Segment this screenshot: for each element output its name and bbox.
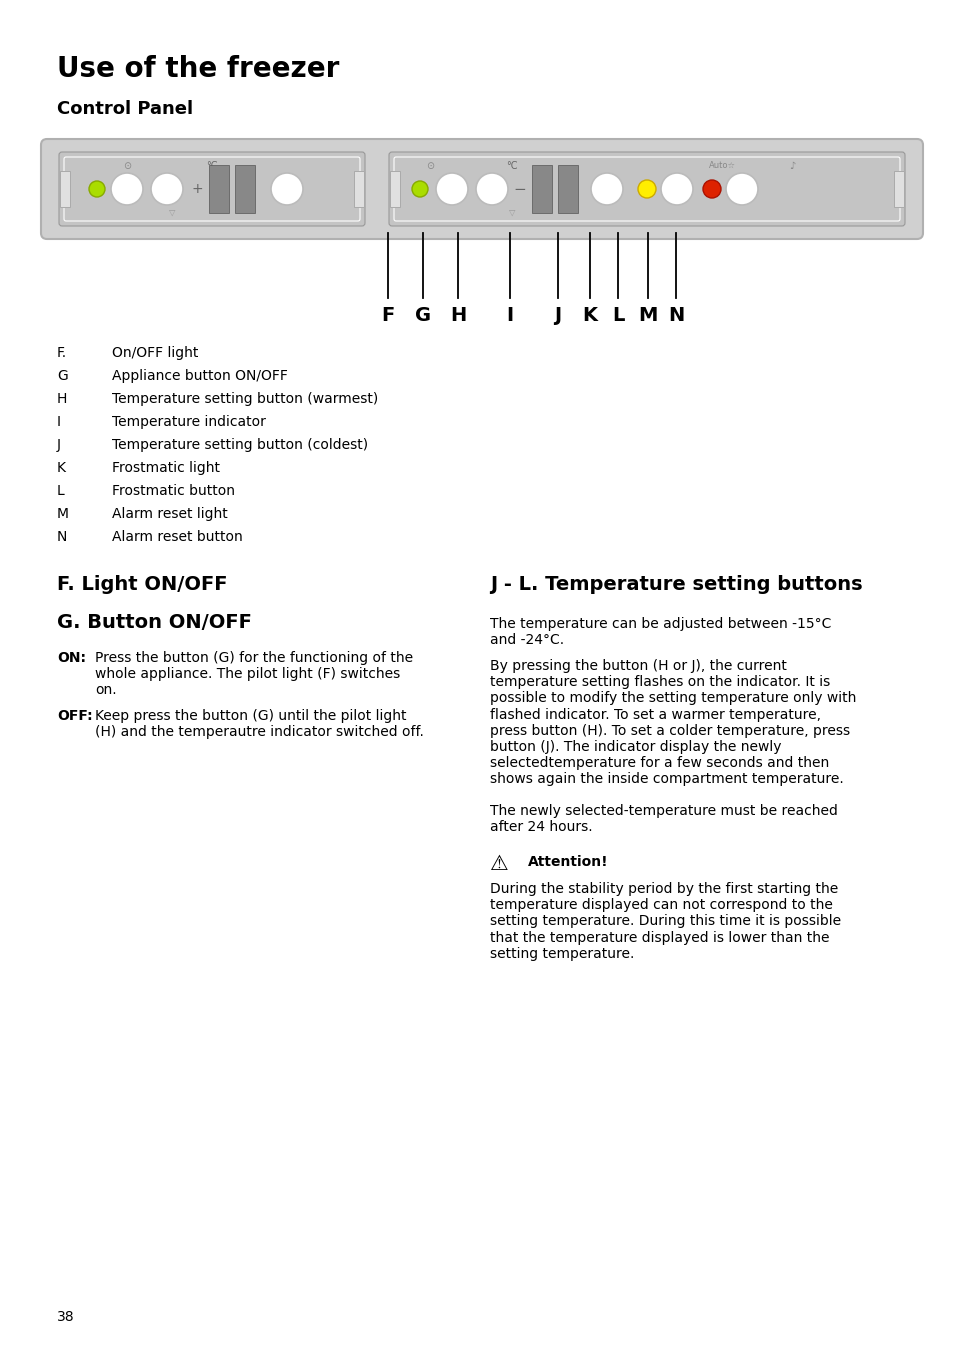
Bar (558, 165, 578, 213)
Text: ON:: ON: (57, 651, 86, 665)
Circle shape (590, 173, 622, 205)
Text: F. Light ON/OFF: F. Light ON/OFF (57, 576, 227, 594)
Circle shape (111, 173, 143, 205)
Text: ⊙: ⊙ (425, 161, 434, 172)
Text: I: I (506, 305, 513, 326)
Bar (60, 172, 70, 207)
Bar (390, 172, 399, 207)
Text: +: + (191, 182, 203, 196)
Text: 38: 38 (57, 1310, 74, 1324)
Circle shape (476, 173, 507, 205)
Text: ⚠: ⚠ (490, 854, 508, 874)
Text: °C: °C (506, 161, 517, 172)
Text: F: F (381, 305, 395, 326)
Text: G: G (415, 305, 431, 326)
Text: Alarm reset light: Alarm reset light (112, 507, 228, 521)
Circle shape (660, 173, 692, 205)
Text: I: I (57, 415, 61, 430)
Text: H: H (450, 305, 466, 326)
Circle shape (638, 180, 656, 199)
Text: The temperature can be adjusted between -15°C
and -24°C.: The temperature can be adjusted between … (490, 617, 830, 647)
Text: H: H (57, 392, 68, 407)
Bar (209, 165, 229, 213)
Bar (234, 165, 254, 213)
Text: Attention!: Attention! (527, 855, 608, 869)
Text: N: N (57, 530, 68, 544)
Text: OFF:: OFF: (57, 709, 92, 723)
Text: Use of the freezer: Use of the freezer (57, 55, 339, 82)
Bar (532, 165, 552, 213)
Text: ▽: ▽ (508, 208, 515, 218)
Circle shape (436, 173, 468, 205)
Circle shape (725, 173, 758, 205)
Text: Control Panel: Control Panel (57, 100, 193, 118)
Circle shape (702, 180, 720, 199)
Text: Frostmatic button: Frostmatic button (112, 484, 234, 499)
Text: ⊙: ⊙ (123, 161, 131, 172)
Text: L: L (611, 305, 623, 326)
Text: °C: °C (206, 161, 217, 172)
Text: Temperature setting button (coldest): Temperature setting button (coldest) (112, 438, 368, 453)
Text: Frostmatic light: Frostmatic light (112, 461, 220, 476)
Text: The newly selected-temperature must be reached
after 24 hours.: The newly selected-temperature must be r… (490, 804, 837, 834)
Text: By pressing the button (H or J), the current
temperature setting flashes on the : By pressing the button (H or J), the cur… (490, 659, 856, 786)
Text: K: K (582, 305, 597, 326)
Text: Appliance button ON/OFF: Appliance button ON/OFF (112, 369, 288, 382)
FancyBboxPatch shape (59, 153, 365, 226)
Text: M: M (638, 305, 657, 326)
Text: During the stability period by the first starting the
temperature displayed can : During the stability period by the first… (490, 882, 841, 961)
Text: K: K (57, 461, 66, 476)
Text: Keep press the button (G) until the pilot light
(H) and the temperautre indicato: Keep press the button (G) until the pilo… (95, 709, 423, 739)
Text: Temperature setting button (warmest): Temperature setting button (warmest) (112, 392, 377, 407)
Text: Alarm reset button: Alarm reset button (112, 530, 242, 544)
Text: G: G (57, 369, 68, 382)
Circle shape (271, 173, 303, 205)
Circle shape (412, 181, 428, 197)
Text: J - L. Temperature setting buttons: J - L. Temperature setting buttons (490, 576, 862, 594)
Text: J: J (57, 438, 61, 453)
Text: ♪: ♪ (788, 161, 794, 172)
Text: N: N (667, 305, 683, 326)
Text: F.: F. (57, 346, 67, 359)
Text: L: L (57, 484, 65, 499)
Bar (893, 172, 903, 207)
Circle shape (89, 181, 105, 197)
Circle shape (151, 173, 183, 205)
Text: ▽: ▽ (169, 208, 175, 218)
Text: Temperature indicator: Temperature indicator (112, 415, 266, 430)
Text: G. Button ON/OFF: G. Button ON/OFF (57, 613, 252, 632)
Text: J: J (554, 305, 561, 326)
Text: M: M (57, 507, 69, 521)
FancyBboxPatch shape (389, 153, 904, 226)
Bar (354, 172, 364, 207)
Text: −: − (513, 181, 526, 196)
Text: Press the button (G) for the functioning of the
whole appliance. The pilot light: Press the button (G) for the functioning… (95, 651, 413, 697)
Text: Auto☆: Auto☆ (708, 161, 735, 170)
Text: On/OFF light: On/OFF light (112, 346, 198, 359)
FancyBboxPatch shape (41, 139, 923, 239)
